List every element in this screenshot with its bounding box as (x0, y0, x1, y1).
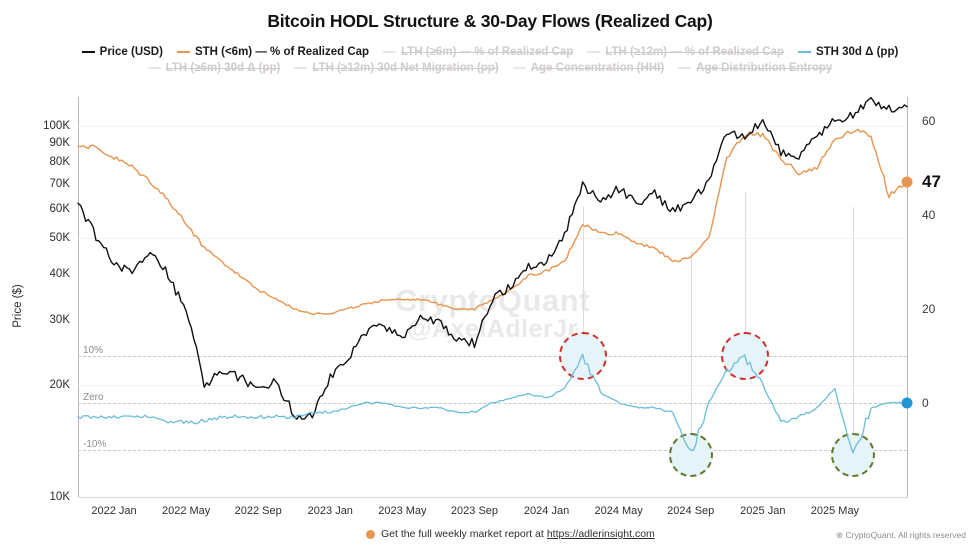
y-axis-left-tick: 50K (8, 232, 78, 244)
legend-item-label: LTH (≥6m) 30d Δ (pp) (166, 60, 281, 76)
x-axis-tick: 2022 Jan (91, 505, 136, 517)
series-lines (78, 97, 907, 497)
legend-row: Price (USD) STH (<6m) — % of Realized Cap… (0, 44, 980, 60)
series-endpoint-dot (902, 397, 913, 408)
legend-swatch-icon (294, 67, 307, 69)
y-axis-right-tick: 40 (922, 208, 935, 222)
y-axis-left: Price ($) 10K 20K 30K 40K 50K 60K 70K 80K 90K 100… (0, 0, 78, 551)
legend-swatch-icon (798, 51, 811, 53)
plot-axis-line-right (907, 97, 908, 497)
y-axis-left-tick: 10K (8, 491, 78, 503)
legend-item[interactable]: Age Distribution Entropy (678, 60, 832, 76)
y-axis-left-tick: 40K (8, 268, 78, 280)
series-line-price (78, 98, 907, 420)
y-axis-left-tick: 20K (8, 379, 78, 391)
legend-item-label: STH 30d Δ (pp) (816, 44, 898, 60)
legend-swatch-icon (513, 67, 526, 69)
legend-item-label: LTH (≥12m) — % of Realized Cap (605, 44, 784, 60)
legend-swatch-icon (383, 51, 396, 53)
legend-swatch-icon (587, 51, 600, 53)
footer-cta: Get the full weekly market report at htt… (366, 528, 655, 540)
y-axis-left-tick: 60K (8, 203, 78, 215)
legend-row: LTH (≥6m) 30d Δ (pp) LTH (≥12m) 30d Net M… (0, 60, 980, 76)
x-axis-tick: 2025 May (811, 505, 859, 517)
legend-item[interactable]: LTH (≥12m) — % of Realized Cap (587, 44, 784, 60)
series-line-sth-delta (78, 354, 907, 453)
y-axis-right-current-value: 47 (922, 172, 941, 192)
legend-swatch-icon (82, 51, 95, 53)
report-link[interactable]: https://adlerinsight.com (547, 528, 655, 540)
x-axis-tick: 2025 Jan (740, 505, 785, 517)
chart-legend: Price (USD) STH (<6m) — % of Realized Cap… (0, 44, 980, 76)
legend-item-label: Age Concentration (HHI) (531, 60, 665, 76)
series-endpoint-dot (902, 176, 913, 187)
legend-item-label: Price (USD) (100, 44, 163, 60)
legend-swatch-icon (177, 51, 190, 53)
y-axis-right-tick: 0 (922, 396, 929, 410)
legend-item[interactable]: LTH (≥6m) — % of Realized Cap (383, 44, 573, 60)
legend-item[interactable]: LTH (≥6m) 30d Δ (pp) (148, 60, 281, 76)
y-axis-left-tick: 30K (8, 314, 78, 326)
orange-dot-icon (366, 530, 375, 539)
legend-item[interactable]: Price (USD) (82, 44, 163, 60)
copyright-text: ⊛ CryptoQuant. All rights reserved (836, 530, 966, 541)
legend-item[interactable]: LTH (≥12m) 30d Net Migration (pp) (294, 60, 498, 76)
legend-item[interactable]: Age Concentration (HHI) (513, 60, 665, 76)
y-axis-left-tick: 100K (8, 120, 78, 132)
x-axis-tick: 2023 Jan (308, 505, 353, 517)
chart-container: Bitcoin HODL Structure & 30-Day Flows (R… (0, 0, 980, 551)
legend-item-label: LTH (≥6m) — % of Realized Cap (401, 44, 573, 60)
legend-item[interactable]: STH 30d Δ (pp) (798, 44, 898, 60)
legend-item-label: LTH (≥12m) 30d Net Migration (pp) (312, 60, 498, 76)
chart-footer: Get the full weekly market report at htt… (0, 528, 980, 548)
series-line-sth (78, 129, 907, 314)
x-axis-tick: 2023 Sep (451, 505, 498, 517)
x-axis-tick: 2024 May (594, 505, 642, 517)
y-axis-right: 0 20 40 47 60 (908, 0, 980, 551)
x-axis-tick: 2023 May (378, 505, 426, 517)
plot-axis-line-bottom (78, 497, 908, 498)
footer-cta-text: Get the full weekly market report at (381, 528, 544, 540)
chart-title: Bitcoin HODL Structure & 30-Day Flows (R… (0, 11, 980, 32)
legend-item[interactable]: STH (<6m) — % of Realized Cap (177, 44, 369, 60)
y-axis-left-tick: 90K (8, 137, 78, 149)
legend-swatch-icon (148, 67, 161, 69)
y-axis-left-tick: 70K (8, 178, 78, 190)
x-axis-tick: 2024 Jan (524, 505, 569, 517)
x-axis-tick: 2022 Sep (235, 505, 282, 517)
legend-item-label: STH (<6m) — % of Realized Cap (195, 44, 369, 60)
x-axis-tick: 2024 Sep (667, 505, 714, 517)
legend-item-label: Age Distribution Entropy (696, 60, 832, 76)
y-axis-right-tick: 60 (922, 114, 935, 128)
plot-area: CryptoQuant @AxelAdlerJr 10% Zero -10% (78, 97, 907, 497)
y-axis-right-tick: 20 (922, 302, 935, 316)
legend-swatch-icon (678, 67, 691, 69)
x-axis-tick: 2022 May (162, 505, 210, 517)
y-axis-left-tick: 80K (8, 156, 78, 168)
